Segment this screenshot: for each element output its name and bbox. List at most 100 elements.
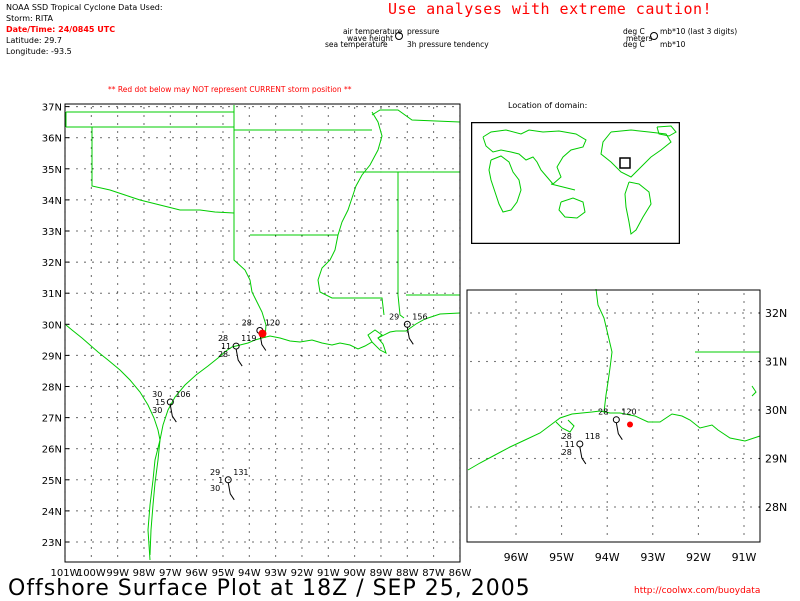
grid-dot	[327, 259, 329, 261]
grid-dot	[117, 403, 119, 405]
grid-dot	[140, 261, 142, 263]
grid-dot	[332, 479, 334, 481]
grid-dot	[340, 448, 342, 450]
grid-dot	[433, 451, 435, 453]
station-plot[interactable]: 28 120	[598, 408, 637, 440]
grid-dot	[244, 292, 246, 294]
grid-dot	[396, 385, 398, 388]
grid-dot	[148, 137, 150, 139]
grid-dot	[697, 349, 700, 351]
grid-dot	[220, 385, 222, 388]
grid-dot	[433, 211, 435, 213]
grid-dot	[380, 163, 382, 165]
grid-dot	[406, 379, 408, 381]
grid-dot	[90, 427, 92, 429]
grid-dot	[275, 275, 277, 277]
grid-dot	[308, 199, 310, 201]
grid-dot	[90, 507, 92, 509]
grid-dot	[582, 506, 584, 508]
grid-dot	[308, 292, 310, 294]
grid-dot	[412, 479, 414, 481]
grid-dot	[222, 227, 224, 229]
grid-dot	[301, 203, 303, 205]
grid-dot	[301, 219, 303, 221]
grid-dot	[90, 395, 92, 397]
grid-dot	[143, 259, 145, 261]
grid-dot	[354, 507, 356, 509]
grid-dot	[275, 531, 277, 533]
grid-dot	[348, 230, 350, 232]
grid-dot	[143, 555, 145, 557]
grid-dot	[180, 354, 182, 356]
grid-dot	[156, 541, 158, 543]
grid-dot	[276, 106, 278, 108]
grid-dot	[470, 409, 472, 411]
grid-dot	[301, 123, 303, 125]
grid-dot	[117, 483, 119, 485]
grid-dot	[380, 539, 382, 541]
grid-dot	[354, 443, 356, 445]
grid-dot	[308, 354, 310, 356]
grid-dot	[406, 499, 408, 501]
grid-dot	[212, 199, 214, 201]
grid-dot	[164, 199, 166, 201]
grid-dot	[180, 417, 182, 419]
grid-dot	[276, 541, 278, 543]
rio-grande-border	[65, 324, 161, 561]
grid-dot	[630, 409, 632, 411]
grid-dot	[606, 293, 608, 295]
grid-dot	[697, 317, 700, 319]
grid-dot	[156, 354, 158, 356]
grid-dot	[172, 510, 174, 512]
grid-dot	[327, 387, 329, 389]
grid-dot	[248, 555, 250, 557]
grid-dot	[284, 448, 286, 450]
grid-dot	[372, 479, 374, 481]
grid-dot	[108, 261, 110, 263]
grid-dot	[117, 459, 119, 461]
grid-dot	[169, 331, 171, 333]
grid-dot	[124, 448, 126, 450]
grid-dot	[433, 419, 435, 421]
grid-dot	[300, 230, 302, 232]
grid-dot	[301, 259, 303, 261]
grid-dot	[169, 371, 171, 373]
grid-dot	[156, 168, 158, 170]
grid-dot	[327, 507, 329, 509]
grid-dot	[117, 147, 119, 149]
grid-dot	[117, 131, 119, 133]
grid-dot	[143, 147, 145, 149]
grid-dot	[301, 363, 303, 365]
grid-dot	[196, 299, 198, 301]
inset-greenland	[656, 125, 677, 137]
grid-dot	[436, 137, 438, 139]
grid-dot	[275, 203, 277, 205]
station-plot[interactable]: 29 156	[389, 312, 428, 345]
grid-dot	[354, 291, 356, 293]
grid-dot	[354, 531, 356, 533]
grid-dot	[380, 106, 382, 108]
grid-dot	[244, 168, 246, 170]
grid-dot	[515, 501, 517, 503]
grid-dot	[117, 427, 119, 429]
grid-dot	[84, 323, 86, 325]
grid-dot	[220, 292, 222, 294]
grid-dot	[292, 168, 294, 170]
grid-dot	[196, 355, 198, 357]
grid-dot	[327, 475, 329, 477]
grid-dot	[670, 409, 672, 411]
grid-dot	[354, 515, 356, 517]
grid-dot	[324, 510, 326, 512]
grid-dot	[404, 261, 406, 263]
grid-dot	[156, 385, 158, 388]
source-url-link[interactable]: http://coolwx.com/buoydata	[634, 586, 761, 596]
grid-dot	[404, 448, 406, 450]
grid-dot	[652, 461, 654, 463]
grid-dot	[90, 243, 92, 245]
grid-dot	[300, 541, 302, 543]
grid-dot	[702, 409, 704, 411]
